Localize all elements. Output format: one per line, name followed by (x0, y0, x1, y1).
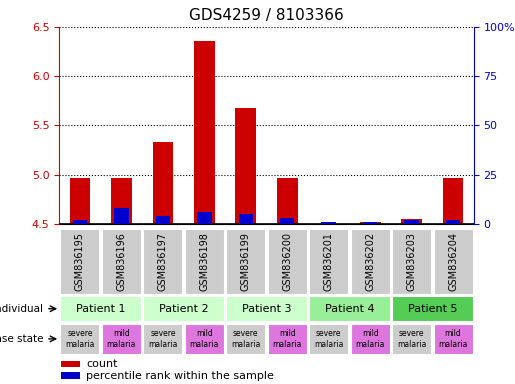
Bar (152, 142, 173, 224)
Bar (392, 229, 431, 294)
Bar (446, 220, 460, 224)
Bar (404, 220, 419, 224)
Bar (73, 220, 87, 224)
Bar (143, 324, 182, 354)
Text: individual: individual (0, 304, 43, 314)
Text: severe
malaria: severe malaria (148, 329, 178, 349)
Bar (143, 229, 182, 294)
Bar (194, 41, 215, 224)
Bar (351, 324, 390, 354)
Bar (443, 177, 464, 224)
Bar (102, 229, 141, 294)
Text: severe
malaria: severe malaria (314, 329, 344, 349)
Bar (268, 324, 307, 354)
Text: GSM836202: GSM836202 (365, 232, 375, 291)
Bar (226, 324, 265, 354)
Text: count: count (86, 359, 117, 369)
Text: GSM836195: GSM836195 (75, 232, 85, 291)
Bar (360, 222, 381, 224)
Text: GSM836201: GSM836201 (324, 232, 334, 291)
Text: GSM836198: GSM836198 (199, 232, 209, 291)
Text: Patient 4: Patient 4 (324, 304, 374, 314)
Bar (309, 229, 348, 294)
Text: mild
malaria: mild malaria (355, 329, 385, 349)
Bar (60, 296, 141, 321)
Text: GSM836196: GSM836196 (116, 232, 126, 291)
Text: severe
malaria: severe malaria (231, 329, 261, 349)
Bar (235, 108, 256, 224)
Bar (156, 216, 170, 224)
Bar (114, 208, 129, 224)
Text: severe
malaria: severe malaria (397, 329, 426, 349)
Bar (111, 177, 132, 224)
Bar (197, 212, 212, 224)
Bar (70, 177, 90, 224)
Bar (61, 361, 80, 367)
Bar (401, 219, 422, 224)
Text: GSM836199: GSM836199 (241, 232, 251, 291)
Text: mild
malaria: mild malaria (438, 329, 468, 349)
Bar (392, 324, 431, 354)
Bar (60, 324, 99, 354)
Text: disease state: disease state (0, 334, 43, 344)
Bar (238, 214, 253, 224)
Bar (309, 296, 390, 321)
Text: GSM836197: GSM836197 (158, 232, 168, 291)
Bar (185, 229, 224, 294)
Bar (185, 324, 224, 354)
Bar (102, 324, 141, 354)
Bar (60, 229, 99, 294)
Bar (226, 296, 307, 321)
Bar (392, 296, 473, 321)
Bar (434, 324, 473, 354)
Title: GDS4259 / 8103366: GDS4259 / 8103366 (189, 8, 344, 23)
Text: GSM836204: GSM836204 (448, 232, 458, 291)
Text: severe
malaria: severe malaria (65, 329, 95, 349)
Bar (277, 177, 298, 224)
Bar (321, 222, 336, 224)
Bar (363, 222, 377, 224)
Bar (351, 229, 390, 294)
Bar (61, 372, 80, 379)
Text: mild
malaria: mild malaria (107, 329, 136, 349)
Text: Patient 5: Patient 5 (407, 304, 457, 314)
Bar (268, 229, 307, 294)
Text: Patient 1: Patient 1 (76, 304, 126, 314)
Bar (309, 324, 348, 354)
Text: GSM836203: GSM836203 (407, 232, 417, 291)
Text: mild
malaria: mild malaria (190, 329, 219, 349)
Bar (143, 296, 224, 321)
Text: GSM836200: GSM836200 (282, 232, 292, 291)
Text: Patient 2: Patient 2 (159, 304, 209, 314)
Text: percentile rank within the sample: percentile rank within the sample (86, 371, 274, 381)
Bar (226, 229, 265, 294)
Text: Patient 3: Patient 3 (242, 304, 291, 314)
Text: mild
malaria: mild malaria (272, 329, 302, 349)
Bar (280, 218, 295, 224)
Bar (434, 229, 473, 294)
